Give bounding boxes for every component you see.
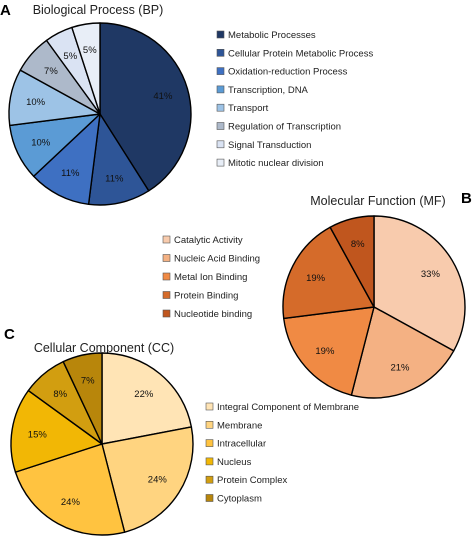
cc-slice-integral-component-of-membrane <box>101 352 193 445</box>
bp-legend-swatch-transport <box>216 103 225 112</box>
mf-slice-nucleic-acid-binding <box>350 306 455 399</box>
cc-legend-swatch-membrane <box>205 420 214 429</box>
mf-legend-swatch-catalytic-activity <box>162 235 171 244</box>
mf-slice-label-nucleic-acid-binding: 21% <box>390 363 410 374</box>
cc-legend-label-protein-complex: Protein Complex <box>217 475 287 486</box>
bp-legend-label-oxidation-reduction-process: Oxidation-reduction Process <box>228 67 348 78</box>
bp-legend-swatch-mitotic-nuclear-division <box>216 158 225 167</box>
mf-slice-metal-ion-binding <box>283 306 375 396</box>
mf-chart-title: Molecular Function (MF) <box>310 194 445 208</box>
cc-legend-swatch-cytoplasm <box>205 494 214 502</box>
cc-slice-label-protein-complex: 8% <box>53 389 67 400</box>
panel-letter-mf: B <box>461 190 472 207</box>
cc-legend-swatch-nucleus <box>205 457 214 466</box>
bp-pie: 41% 11% 11% 10% 10% 7% 5% 5% <box>8 22 192 206</box>
bp-legend-label-transport: Transport <box>228 103 269 114</box>
bp-legend-label-metabolic-processes: Metabolic Processes <box>228 30 316 41</box>
bp-slice-label-oxidation-reduction-process: 11% <box>61 168 80 179</box>
mf-legend: Catalytic Activity Nucleic Acid Binding Me… <box>162 235 260 320</box>
bp-chart-title: Biological Process (BP) <box>33 3 164 17</box>
panel-cc: C Cellular Component (CC) 22% 24% 24% 15% 8%… <box>4 326 359 536</box>
bp-legend-swatch-signal-transduction <box>216 140 225 149</box>
cc-legend-swatch-integral-component-of-membrane <box>205 402 214 411</box>
cc-slice-nucleus <box>10 389 103 473</box>
cc-slice-label-integral-component-of-membrane: 22% <box>134 389 154 400</box>
cc-slice-intracellular <box>14 443 126 536</box>
mf-legend-swatch-protein-binding <box>162 291 171 299</box>
bp-slice-label-cellular-protein-metabolic-process: 11% <box>105 173 124 184</box>
cc-legend-swatch-intracellular <box>205 439 214 447</box>
cc-slice-label-cytoplasm: 7% <box>81 376 95 387</box>
cc-legend-label-membrane: Membrane <box>217 420 262 431</box>
bp-slice-mitotic-nuclear-division <box>71 22 101 115</box>
bp-legend: Metabolic Processes Cellular Protein Meta… <box>216 30 373 169</box>
bp-slice-label-regulation-of-transcription: 7% <box>44 66 58 77</box>
cc-slice-label-intracellular: 24% <box>61 497 81 508</box>
cc-legend-label-intracellular: Intracellular <box>217 439 266 450</box>
bp-legend-label-regulation-of-transcription: Regulation of Transcription <box>228 122 341 133</box>
bp-slice-label-transport: 10% <box>26 97 46 108</box>
panel-bp: A Biological Process (BP) 41% 11% 11% 10% 10… <box>0 2 373 206</box>
bp-legend-swatch-oxidation-reduction-process <box>216 67 225 75</box>
mf-slice-label-nucleotide-binding: 8% <box>351 239 365 250</box>
mf-legend-swatch-metal-ion-binding <box>162 272 171 281</box>
mf-legend-label-catalytic-activity: Catalytic Activity <box>174 235 243 246</box>
mf-legend-label-nucleotide-binding: Nucleotide binding <box>174 309 252 320</box>
bp-legend-swatch-transcription-dna <box>216 85 225 94</box>
mf-slice-nucleotide-binding <box>329 215 375 308</box>
bp-legend-label-cellular-protein-metabolic-process: Cellular Protein Metabolic Process <box>228 48 373 59</box>
panel-mf: B Molecular Function (MF) 33% 21% 19% 19% 8%… <box>162 190 472 399</box>
panel-letter-bp: A <box>0 2 11 19</box>
bp-slice-label-signal-transduction: 5% <box>63 51 77 62</box>
bp-legend-swatch-cellular-protein-metabolic-process <box>216 48 225 57</box>
mf-legend-label-protein-binding: Protein Binding <box>174 291 238 302</box>
bp-legend-swatch-regulation-of-transcription <box>216 122 225 130</box>
mf-slice-label-catalytic-activity: 33% <box>421 269 441 280</box>
bp-legend-swatch-metabolic-processes <box>216 30 225 39</box>
mf-slice-label-metal-ion-binding: 19% <box>315 346 335 357</box>
bp-slice-label-transcription-dna: 10% <box>31 137 51 148</box>
bp-slice-label-mitotic-nuclear-division: 5% <box>83 45 97 56</box>
cc-legend-swatch-protein-complex <box>205 475 214 484</box>
mf-pie: 33% 21% 19% 19% 8% <box>282 215 466 399</box>
mf-legend-label-metal-ion-binding: Metal Ion Binding <box>174 272 247 283</box>
mf-legend-swatch-nucleic-acid-binding <box>162 254 171 262</box>
bp-legend-label-mitotic-nuclear-division: Mitotic nuclear division <box>228 158 324 169</box>
cc-chart-title: Cellular Component (CC) <box>34 341 174 355</box>
cc-legend-label-cytoplasm: Cytoplasm <box>217 494 262 505</box>
cc-pie: 22% 24% 24% 15% 8% 7% <box>10 352 194 536</box>
cc-slice-label-membrane: 24% <box>148 475 168 486</box>
panel-letter-cc: C <box>4 326 15 343</box>
mf-slice-label-protein-binding: 19% <box>306 273 326 284</box>
cc-slice-membrane <box>101 426 194 533</box>
bp-legend-label-signal-transduction: Signal Transduction <box>228 140 311 151</box>
cc-legend-label-integral-component-of-membrane: Integral Component of Membrane <box>217 402 359 413</box>
mf-slice-protein-binding <box>282 226 375 320</box>
bp-slice-label-metabolic-processes: 41% <box>153 91 173 102</box>
cc-slice-cytoplasm <box>62 352 103 445</box>
mf-legend-label-nucleic-acid-binding: Nucleic Acid Binding <box>174 254 260 265</box>
bp-legend-label-transcription-dna: Transcription, DNA <box>228 85 309 96</box>
mf-slice-catalytic-activity <box>373 215 466 352</box>
cc-legend-label-nucleus: Nucleus <box>217 457 252 468</box>
cc-slice-label-nucleus: 15% <box>28 429 48 440</box>
cc-legend: Integral Component of Membrane Membrane In… <box>205 402 359 505</box>
mf-legend-swatch-nucleotide-binding <box>162 309 171 318</box>
